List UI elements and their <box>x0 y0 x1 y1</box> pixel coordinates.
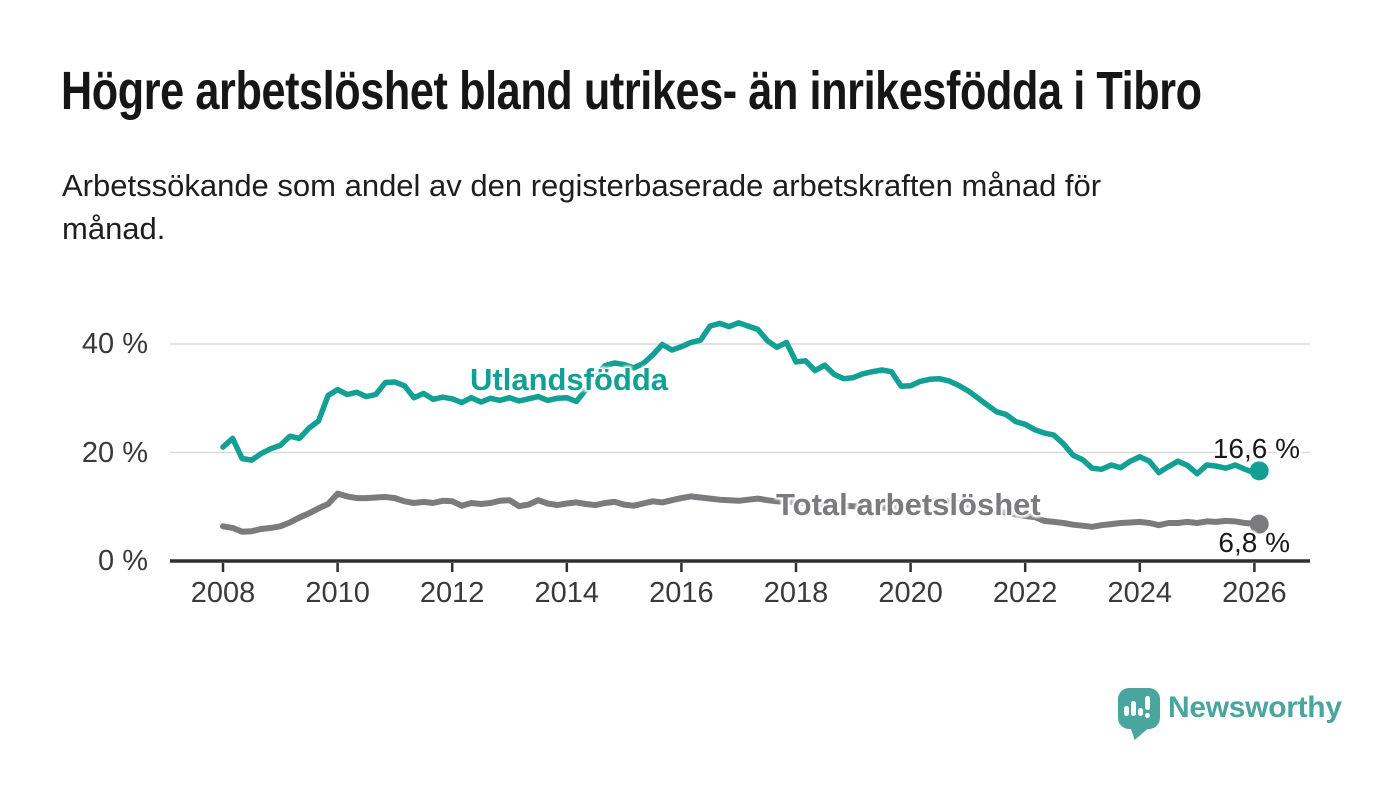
newsworthy-logo: Newsworthy <box>1117 686 1357 756</box>
series-line-total-arbetsl-shet <box>220 490 1263 535</box>
y-axis-label: 0 % <box>98 545 148 577</box>
page-subtitle-line1: Arbetssökande som andel av den registerb… <box>62 168 1102 203</box>
end-dot-utlandsf-dda <box>1249 461 1269 481</box>
exclamation-icon <box>1145 696 1150 710</box>
page-subtitle: Arbetssökande som andel av den registerb… <box>62 164 1101 250</box>
x-axis-label: 2020 <box>878 577 943 609</box>
series-label-total-arbetsloshet: Total arbetslöshet <box>776 487 1041 522</box>
x-axis-label: 2024 <box>1107 577 1173 609</box>
y-axis-label: 40 % <box>81 328 148 360</box>
x-axis-label: 2018 <box>763 577 829 609</box>
bar-chart-icon <box>1124 706 1129 716</box>
y-axis-label: 20 % <box>81 436 148 469</box>
series-label-utlandsfodda: Utlandsfödda <box>470 362 669 397</box>
series-line-utlandsf-dda <box>220 320 1262 477</box>
page-title: Högre arbetslöshet bland utrikes- än inr… <box>61 61 1202 121</box>
x-axis-label: 2022 <box>992 577 1058 609</box>
x-axis-label: 2010 <box>305 577 370 609</box>
newsworthy-logo-icon <box>1117 686 1165 748</box>
end-value-total-arbetsloshet: 6,8 % <box>1218 527 1290 558</box>
x-axis-label: 2014 <box>534 577 600 609</box>
x-axis-label: 2016 <box>649 577 714 609</box>
x-axis-label: 2012 <box>419 577 485 609</box>
end-value-utlandsfodda: 16,6 % <box>1212 433 1300 464</box>
page-subtitle-line2: månad. <box>62 211 166 246</box>
x-axis-label: 2026 <box>1222 577 1287 609</box>
end-dot-total-arbetsl-shet <box>1249 514 1269 534</box>
x-axis-label: 2008 <box>190 577 256 609</box>
speech-bubble-tail <box>1130 726 1151 740</box>
newsworthy-wordmark: Newsworthy <box>1168 691 1342 724</box>
